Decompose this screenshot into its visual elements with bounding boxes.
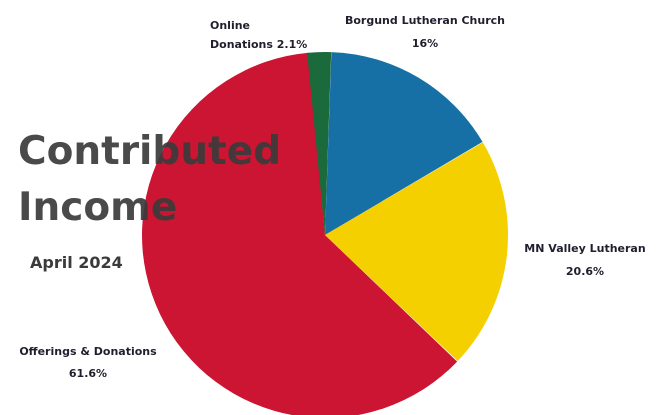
chart-subtitle: April 2024 bbox=[30, 253, 123, 272]
slice-label-mn-valley: MN Valley Lutheran bbox=[524, 242, 645, 255]
slice-label-offerings: Offerings & Donations bbox=[19, 345, 157, 358]
slice-value-mn-valley: 20.6% bbox=[566, 265, 604, 278]
pie-slices bbox=[142, 51, 508, 415]
slice-online-donations bbox=[307, 51, 332, 235]
slice-label-online-line-2: Donations 2.1% bbox=[210, 38, 307, 51]
chart-title-line-1: Contributed bbox=[18, 129, 281, 174]
slice-value-offerings: 61.6% bbox=[69, 367, 107, 380]
slice-offerings bbox=[142, 52, 458, 415]
slice-borgund bbox=[325, 52, 483, 235]
slice-value-borgund: 16% bbox=[412, 37, 438, 50]
chart-title-line-2: Income bbox=[18, 185, 177, 230]
slice-mn-valley bbox=[325, 142, 508, 362]
slice-label-online-line-1: Online bbox=[210, 19, 250, 32]
slice-label-borgund: Borgund Lutheran Church bbox=[345, 14, 505, 27]
